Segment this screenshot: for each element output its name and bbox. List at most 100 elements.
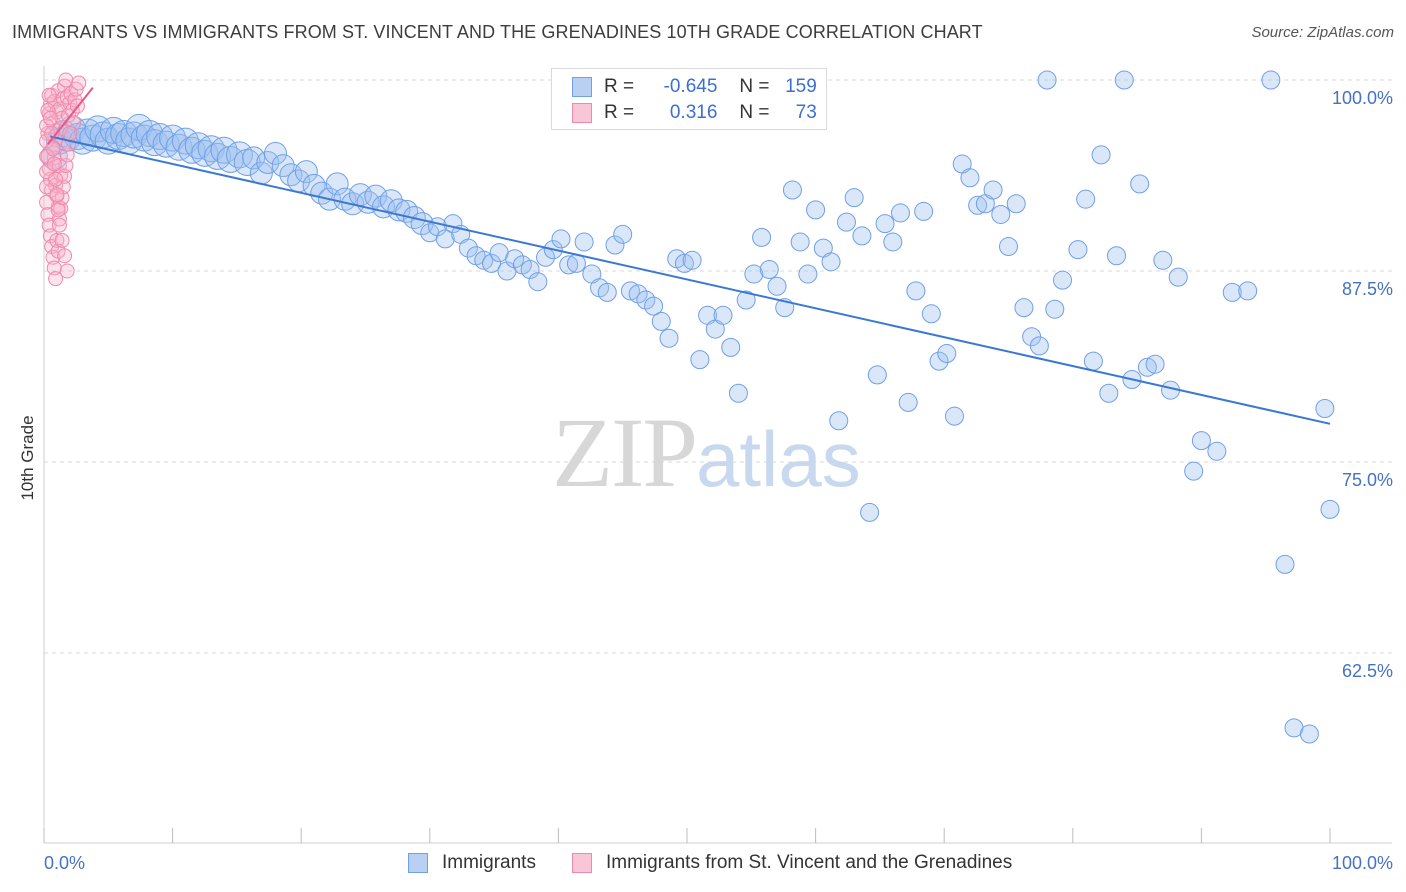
legend-swatch-blue — [572, 77, 592, 97]
tick-labels: 100.0% 87.5% 75.0% 62.5% 0.0% 100.0% — [44, 88, 1393, 873]
immigrants-point — [968, 195, 988, 215]
immigrants-point — [605, 235, 625, 255]
st-vincent-point — [49, 187, 65, 203]
st-vincent-point — [42, 110, 58, 126]
series-st-vincent — [39, 72, 87, 287]
immigrants-point — [1275, 554, 1295, 574]
immigrants-point — [1029, 336, 1049, 356]
st-vincent-point — [50, 202, 66, 218]
legend-r-value: -0.645 — [663, 76, 718, 97]
y-tick-label: 62.5% — [1342, 661, 1393, 681]
immigrants-point — [983, 180, 1003, 200]
immigrants-point — [628, 284, 648, 304]
immigrants-point — [1037, 70, 1057, 90]
immigrants-point — [644, 296, 664, 316]
chart-source: Source: ZipAtlas.com — [1251, 24, 1394, 41]
trend-line-st-vincent — [47, 87, 94, 145]
y-tick-label: 87.5% — [1342, 279, 1393, 299]
immigrants-point — [821, 252, 841, 272]
immigrants-point — [736, 290, 756, 310]
immigrants-point — [1130, 174, 1150, 194]
legend-n-value: 159 — [785, 76, 817, 97]
st-vincent-point — [48, 171, 64, 187]
y-tick-label: 75.0% — [1342, 470, 1393, 490]
immigrants-point — [1099, 383, 1119, 403]
legend-n-label: N = — [739, 76, 770, 97]
bottom-legend-swatch-blue — [408, 853, 428, 873]
immigrants-point — [875, 214, 895, 234]
immigrants-point — [852, 226, 872, 246]
immigrants-point — [906, 281, 926, 301]
st-vincent-point — [51, 217, 67, 233]
legend-n-value: 73 — [795, 102, 817, 123]
immigrants-point — [914, 201, 934, 221]
bottom-legend-label: Immigrants from St. Vincent and the Gren… — [606, 852, 1013, 873]
chart-title: IMMIGRANTS VS IMMIGRANTS FROM ST. VINCEN… — [12, 22, 983, 42]
st-vincent-point — [49, 232, 65, 248]
st-vincent-point — [45, 141, 61, 157]
immigrants-point — [325, 172, 349, 196]
bottom-legend-label: Immigrants — [442, 852, 536, 873]
immigrants-point — [659, 328, 679, 348]
st-vincent-point — [55, 179, 71, 195]
immigrants-point — [1153, 250, 1173, 270]
immigrants-point — [613, 224, 633, 244]
immigrants-point — [921, 304, 941, 324]
immigrants-point — [279, 163, 303, 187]
st-vincent-point — [39, 148, 55, 164]
immigrants-point — [844, 188, 864, 208]
immigrants-point — [1191, 431, 1211, 451]
immigrants-point — [505, 249, 525, 269]
watermark: ZIPatlas — [552, 395, 861, 510]
legend-row-st-vincent: R = 0.316 N = 73 — [572, 101, 817, 125]
immigrants-point — [1320, 499, 1340, 519]
immigrants-point — [798, 264, 818, 284]
immigrants-point — [1107, 246, 1127, 266]
immigrants-point — [806, 200, 826, 220]
legend-r-value: 0.316 — [669, 102, 718, 123]
immigrants-point — [790, 232, 810, 252]
trend-line-immigrants — [50, 135, 1331, 425]
immigrants-point — [559, 255, 579, 275]
immigrants-point — [1145, 354, 1165, 374]
immigrants-point — [890, 203, 910, 223]
immigrants-point — [991, 204, 1011, 224]
immigrants-point — [898, 392, 918, 412]
immigrants-point — [937, 344, 957, 364]
st-vincent-point — [39, 133, 55, 149]
immigrants-point — [829, 411, 849, 431]
bottom-legend-immigrants: Immigrants — [408, 852, 536, 874]
immigrants-point — [551, 229, 571, 249]
immigrants-point — [767, 276, 787, 296]
y-tick-label: 100.0% — [1332, 88, 1393, 108]
immigrants-point — [482, 253, 502, 273]
immigrants-point — [999, 237, 1018, 257]
st-vincent-point — [45, 249, 61, 265]
immigrants-point — [1137, 357, 1157, 377]
immigrants-point — [836, 212, 856, 232]
axes — [43, 66, 1392, 844]
st-vincent-point — [59, 263, 75, 279]
immigrants-point — [1083, 351, 1103, 371]
legend-r-label: R = — [604, 102, 635, 123]
immigrants-point — [1006, 194, 1026, 214]
immigrants-point — [1053, 270, 1073, 290]
legend-row-immigrants: R = -0.645 N = 159 — [572, 75, 817, 99]
st-vincent-point — [62, 125, 78, 141]
immigrants-point — [263, 141, 287, 165]
immigrants-point — [474, 250, 494, 270]
immigrants-point — [135, 119, 163, 147]
immigrants-point — [721, 337, 741, 357]
immigrants-point — [636, 290, 656, 310]
st-vincent-point — [39, 194, 55, 210]
immigrants-point — [294, 160, 318, 184]
immigrants-point — [713, 305, 733, 325]
immigrants-point — [752, 227, 772, 247]
st-vincent-point — [48, 271, 64, 287]
trend-lines — [47, 87, 1331, 425]
immigrants-point — [256, 151, 280, 175]
st-vincent-point — [53, 200, 69, 216]
st-vincent-point — [41, 87, 57, 103]
immigrants-point — [435, 229, 455, 249]
immigrants-point — [929, 351, 949, 371]
